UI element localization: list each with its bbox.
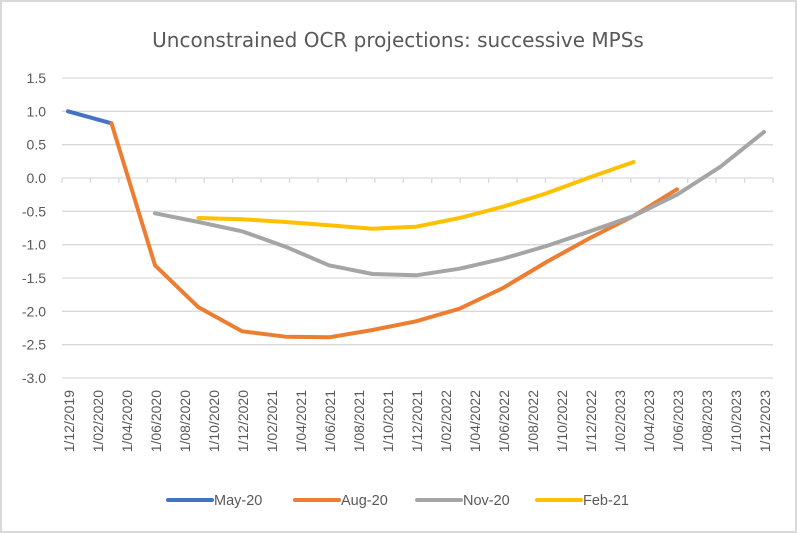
- x-tick-label: 1/10/2020: [206, 390, 222, 452]
- legend-label: Nov-20: [463, 493, 510, 509]
- x-tick-label: 1/02/2022: [438, 390, 454, 452]
- x-tick-label: 1/12/2022: [583, 390, 599, 452]
- legend-item: Nov-20: [415, 493, 510, 509]
- x-tick-label: 1/04/2022: [467, 390, 483, 452]
- x-tick-label: 1/08/2021: [351, 390, 367, 452]
- y-tick-label: -3.0: [22, 370, 46, 386]
- x-tick-label: 1/10/2022: [554, 390, 570, 452]
- gridlines: [62, 77, 773, 379]
- series-lines: [66, 109, 766, 340]
- y-tick-label: 0.0: [27, 170, 47, 186]
- x-tick-label: 1/02/2020: [90, 390, 106, 452]
- legend-item: Aug-20: [293, 493, 388, 509]
- series-line-nov-20: [153, 130, 766, 278]
- chart-title: Unconstrained OCR projections: successiv…: [152, 28, 644, 52]
- x-tick-label: 1/08/2022: [525, 390, 541, 452]
- x-tick-label: 1/12/2020: [235, 390, 251, 452]
- x-tick-label: 1/12/2019: [61, 390, 77, 452]
- x-tick-label: 1/10/2023: [728, 390, 744, 452]
- legend-item: Feb-21: [535, 493, 629, 509]
- x-tick-label: 1/06/2021: [322, 390, 338, 452]
- y-tick-label: -2.5: [22, 337, 46, 353]
- series-line-feb-21: [196, 160, 636, 231]
- x-tick-label: 1/08/2023: [699, 390, 715, 452]
- series-line-may-20: [66, 109, 114, 126]
- x-tick-label: 1/08/2020: [177, 390, 193, 452]
- legend-label: Feb-21: [583, 493, 629, 509]
- x-tick-label: 1/02/2021: [264, 390, 280, 452]
- y-tick-label: 1.5: [27, 70, 47, 86]
- legend-label: Aug-20: [341, 493, 388, 509]
- series-line-aug-20: [109, 121, 679, 340]
- legend-label: May-20: [214, 493, 262, 509]
- x-tick-label: 1/06/2022: [496, 390, 512, 452]
- legend-item: May-20: [166, 493, 262, 509]
- y-tick-label: -0.5: [22, 203, 46, 219]
- y-axis-tick-labels: 1.5 1.0 0.5 0.0 -0.5 -1.0 -1.5 -2.0 -2.5 -3.0: [22, 70, 46, 386]
- x-tick-label: 1/12/2021: [409, 390, 425, 452]
- x-tick-label: 1/04/2021: [293, 390, 309, 452]
- y-tick-label: 0.5: [27, 137, 47, 153]
- y-tick-label: -1.0: [22, 237, 46, 253]
- x-axis: [61, 177, 774, 183]
- legend: May-20 Aug-20 Nov-20 Feb-21: [166, 493, 629, 509]
- y-tick-label: 1.0: [27, 103, 47, 119]
- x-tick-label: 1/04/2023: [641, 390, 657, 452]
- y-tick-label: -2.0: [22, 303, 46, 319]
- x-tick-label: 1/06/2020: [148, 390, 164, 452]
- x-tick-label: 1/06/2023: [670, 390, 686, 452]
- x-tick-label: 1/10/2021: [380, 390, 396, 452]
- x-tick-label: 1/12/2023: [757, 390, 773, 452]
- x-axis-tick-labels: 1/12/2019 1/02/2020 1/04/2020 1/06/2020 1/08…: [61, 390, 773, 452]
- y-tick-label: -1.5: [22, 270, 46, 286]
- x-tick-label: 1/04/2020: [119, 390, 135, 452]
- x-tick-label: 1/02/2023: [612, 390, 628, 452]
